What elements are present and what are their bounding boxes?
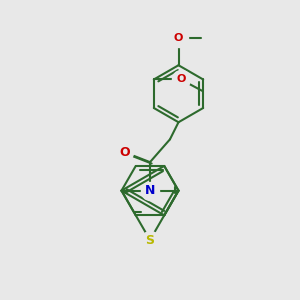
Text: N: N	[145, 184, 155, 197]
Text: O: O	[176, 74, 186, 85]
Text: S: S	[146, 233, 154, 247]
Text: O: O	[174, 33, 183, 43]
Text: O: O	[119, 146, 130, 159]
